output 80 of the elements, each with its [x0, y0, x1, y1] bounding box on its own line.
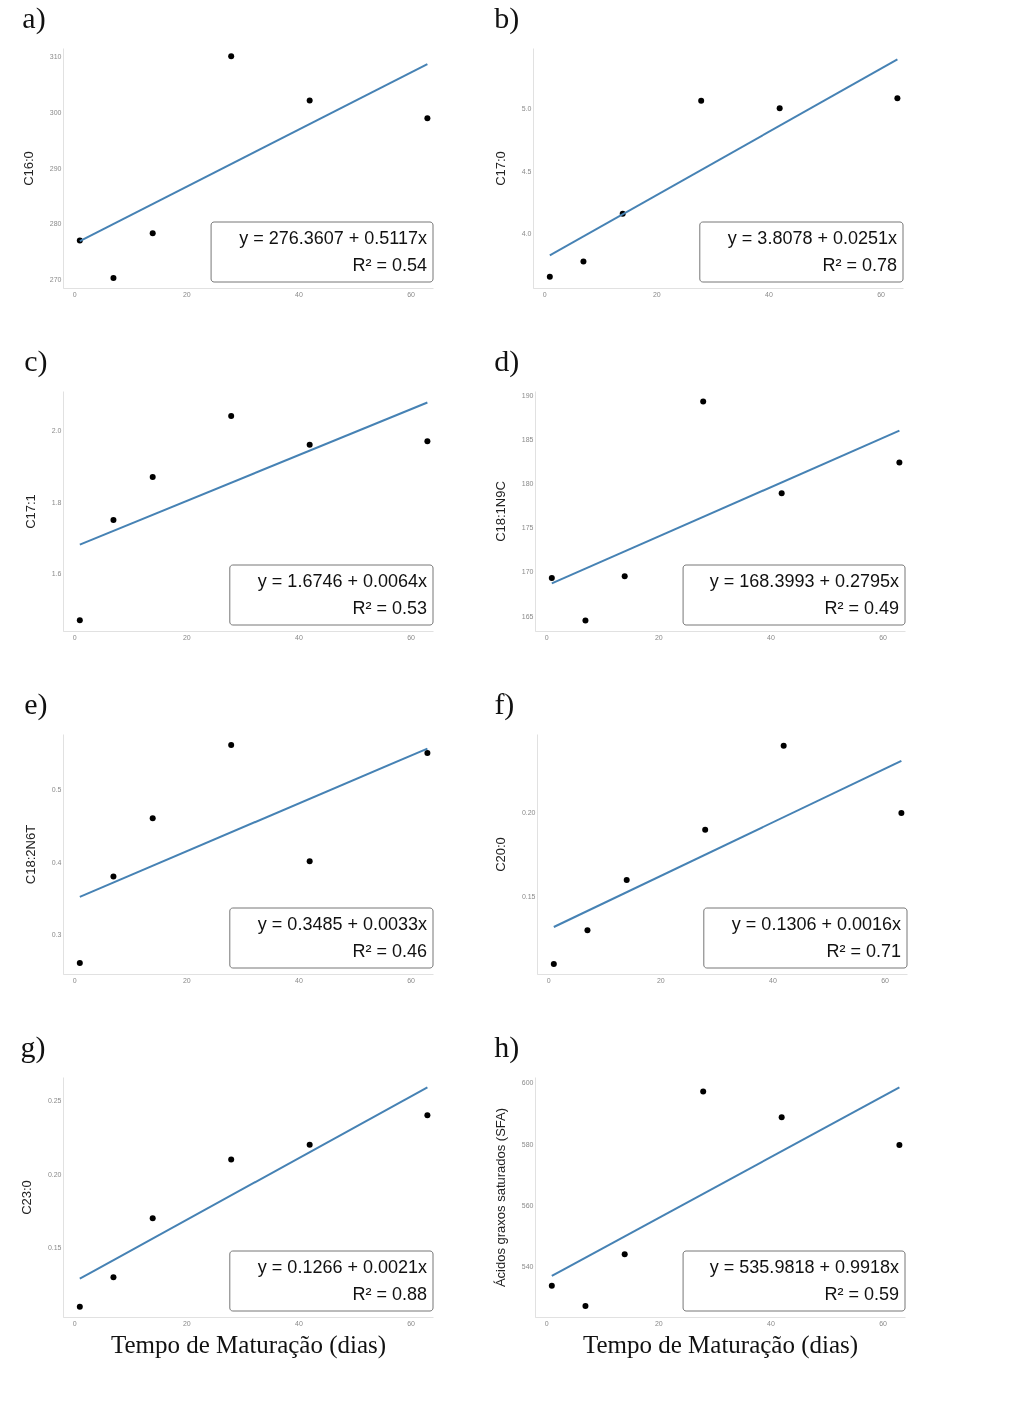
- chart-title: e): [24, 687, 48, 721]
- annotation: y = 0.1266 + 0.0021x: [257, 1256, 427, 1277]
- point: [621, 573, 628, 580]
- point: [306, 441, 313, 448]
- y-axis-title: C18:2N6T: [22, 824, 38, 885]
- annotation: y = 3.8078 + 0.0251x: [727, 227, 897, 248]
- annotation: y = 0.1306 + 0.0016x: [731, 913, 901, 934]
- chart-title: h): [494, 1030, 520, 1064]
- point: [894, 95, 901, 102]
- annotation: y = 276.3607 + 0.5117x: [239, 227, 427, 248]
- chart-title: f): [494, 687, 515, 721]
- point: [548, 1282, 555, 1289]
- point: [306, 97, 313, 104]
- point: [149, 230, 156, 237]
- point: [582, 1302, 589, 1309]
- point: [778, 490, 785, 497]
- x-axis-title: Tempo de Maturação (dias): [582, 1330, 859, 1359]
- point: [623, 877, 630, 884]
- point: [149, 815, 156, 822]
- point: [700, 398, 707, 405]
- point: [424, 749, 431, 756]
- y-axis-title: Ácidos graxos saturados (SFA): [492, 1107, 508, 1288]
- y-axis-title: C18:1N9C: [492, 481, 508, 542]
- y-axis-title: C20:0: [492, 837, 508, 872]
- point: [228, 53, 235, 60]
- annotation: R² = 0.49: [824, 597, 899, 618]
- point: [110, 1274, 117, 1281]
- chart-title: d): [494, 344, 520, 378]
- point: [424, 1112, 431, 1119]
- annotation: y = 168.3993 + 0.2795x: [709, 570, 899, 591]
- point: [776, 105, 783, 112]
- point: [228, 741, 235, 748]
- chart-title: c): [24, 344, 48, 378]
- point: [424, 438, 431, 445]
- point: [898, 809, 905, 816]
- point: [698, 97, 705, 104]
- point: [306, 1141, 313, 1148]
- y-axis-title: C16:0: [20, 151, 36, 186]
- point: [76, 1303, 83, 1310]
- y-axis-title: C23:0: [18, 1180, 34, 1215]
- point: [76, 617, 83, 624]
- annotation: R² = 0.71: [826, 940, 901, 961]
- annotation: y = 535.9818 + 0.9918x: [709, 1256, 899, 1277]
- point: [110, 873, 117, 880]
- annotation: y = 1.6746 + 0.0064x: [257, 570, 427, 591]
- y-axis-title: C17:0: [492, 151, 508, 186]
- point: [896, 459, 903, 466]
- point: [546, 273, 553, 280]
- chart-title: g): [20, 1030, 46, 1064]
- point: [584, 927, 591, 934]
- point: [700, 1088, 707, 1095]
- point: [228, 413, 235, 420]
- point: [306, 858, 313, 865]
- x-axis-title: Tempo de Maturação (dias): [110, 1330, 387, 1359]
- point: [582, 617, 589, 624]
- point: [702, 826, 709, 833]
- point: [76, 960, 83, 967]
- annotation: y = 0.3485 + 0.0033x: [257, 913, 427, 934]
- point: [780, 742, 787, 749]
- point: [149, 1215, 156, 1222]
- point: [424, 115, 431, 122]
- annotation: R² = 0.88: [352, 1283, 427, 1304]
- point: [580, 258, 587, 265]
- annotation: R² = 0.46: [352, 940, 427, 961]
- annotation: R² = 0.54: [352, 254, 427, 275]
- point: [778, 1114, 785, 1121]
- point: [548, 575, 555, 582]
- point: [149, 473, 156, 480]
- chart-title: b): [494, 1, 520, 35]
- point: [550, 960, 557, 967]
- point: [228, 1156, 235, 1163]
- point: [621, 1251, 628, 1258]
- point: [110, 516, 117, 523]
- annotation: R² = 0.78: [822, 254, 897, 275]
- y-axis-title: C17:1: [22, 494, 38, 529]
- annotation: R² = 0.59: [824, 1283, 899, 1304]
- point: [110, 274, 117, 281]
- point: [896, 1142, 903, 1149]
- annotation: R² = 0.53: [352, 597, 427, 618]
- chart-title: a): [22, 1, 46, 35]
